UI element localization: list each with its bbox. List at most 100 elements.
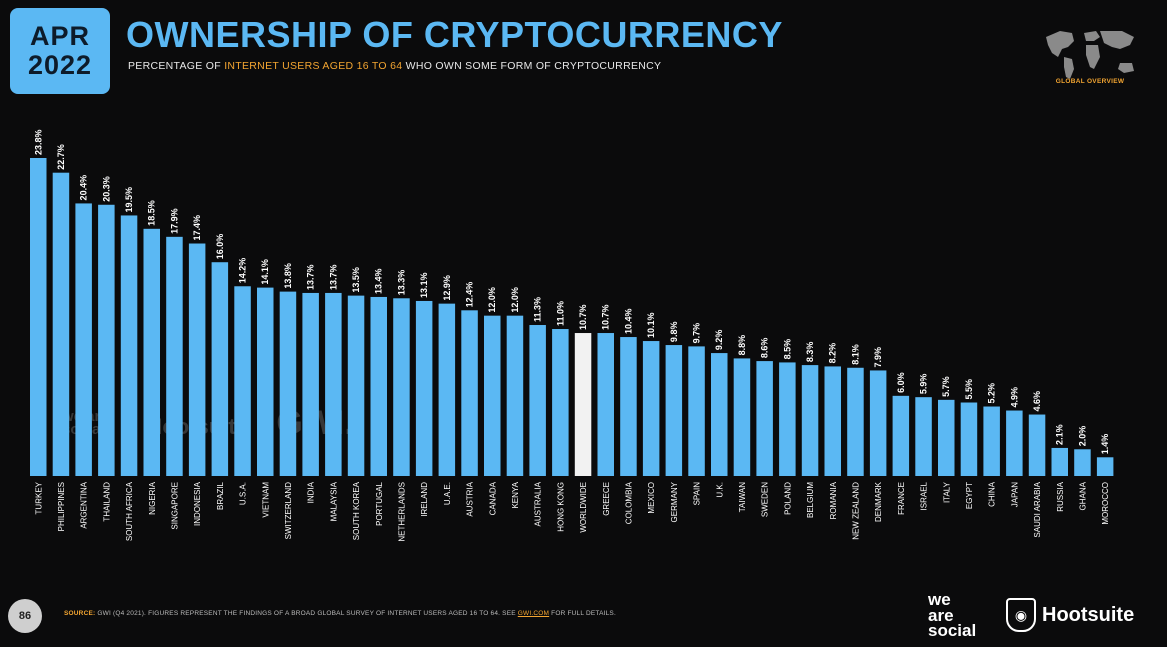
value-label: 16.0%	[215, 234, 225, 260]
bar-ghana	[1074, 449, 1091, 476]
value-label: 17.9%	[169, 208, 179, 234]
bar-brazil	[211, 262, 229, 476]
value-label: 10.1%	[646, 313, 656, 339]
category-label: MALAYSIA	[329, 481, 338, 521]
bar-south-korea	[347, 295, 365, 476]
value-label: 20.3%	[101, 176, 111, 202]
category-label: THAILAND	[102, 482, 111, 522]
value-label: 7.9%	[873, 347, 883, 368]
bar-u-a-e-	[438, 303, 456, 476]
category-label: WORLDWIDE	[579, 482, 588, 533]
bar-netherlands	[393, 298, 410, 476]
bar-mexico	[642, 341, 660, 476]
value-label: 10.4%	[623, 309, 633, 335]
bar-china	[983, 406, 1000, 476]
world-map-icon	[1046, 31, 1134, 79]
category-label: SINGAPORE	[170, 482, 179, 530]
category-label: GERMANY	[670, 481, 679, 522]
value-label: 4.6%	[1032, 391, 1042, 412]
source-label: SOURCE:	[64, 610, 96, 617]
bar-colombia	[620, 337, 637, 476]
category-label: INDIA	[307, 481, 316, 503]
value-label: 13.8%	[283, 263, 293, 289]
bar-indonesia	[188, 243, 206, 476]
category-label: MEXICO	[647, 482, 656, 514]
value-label: 12.9%	[442, 275, 452, 301]
logo-social: social	[928, 621, 977, 641]
hootsuite-logo: ◉ Hootsuite	[1006, 598, 1134, 632]
value-label: 12.0%	[510, 287, 520, 313]
value-label: 8.3%	[805, 342, 815, 363]
value-label: 2.0%	[1077, 426, 1087, 447]
bar-nigeria	[143, 228, 160, 476]
value-label: 10.7%	[601, 305, 611, 331]
bar-denmark	[869, 370, 887, 476]
category-label: TAIWAN	[738, 482, 747, 512]
source-link[interactable]: GWI.COM	[517, 610, 550, 617]
value-label: 8.5%	[782, 339, 792, 360]
hootsuite-wordmark: Hootsuite	[1042, 603, 1135, 626]
value-label: 19.5%	[124, 187, 134, 213]
category-label: FRANCE	[897, 482, 906, 515]
bar-taiwan	[733, 358, 751, 476]
value-label: 12.0%	[487, 287, 497, 313]
global-overview-label: GLOBAL OVERVIEW	[1055, 78, 1125, 85]
bar-morocco	[1096, 457, 1114, 476]
category-label: ROMANIA	[829, 481, 838, 519]
category-label: SAUDI ARABIA	[1033, 481, 1042, 537]
logo-we: we	[928, 590, 951, 609]
bar-romania	[824, 366, 841, 476]
value-label: 10.7%	[578, 305, 588, 331]
bar-singapore	[166, 236, 183, 476]
bar-sweden	[756, 361, 773, 476]
value-label: 6.0%	[896, 372, 906, 393]
value-label: 13.3%	[396, 270, 406, 296]
bar-chart: 23.8% TURKEY 22.7% PHILIPPINES 20.4% ARGENTIN…	[30, 129, 1114, 542]
page-title: OWNERSHIP OF CRYPTOCURRENCY	[126, 14, 783, 55]
value-label: 5.5%	[964, 379, 974, 400]
category-label: NEW ZEALAND	[851, 482, 860, 540]
bar-france	[892, 395, 910, 476]
bar-argentina	[75, 203, 92, 476]
category-label: JAPAN	[1010, 482, 1019, 507]
value-label: 9.2%	[714, 330, 724, 351]
value-label: 5.9%	[919, 374, 929, 395]
category-label: SOUTH AFRICA	[125, 481, 134, 541]
bar-vietnam	[257, 287, 274, 476]
bar-poland	[779, 362, 796, 476]
category-label: ITALY	[942, 481, 951, 503]
category-label: POLAND	[783, 482, 792, 515]
bar-greece	[597, 333, 614, 476]
bar-germany	[665, 345, 683, 476]
category-label: SPAIN	[693, 482, 702, 506]
bar-thailand	[98, 204, 115, 476]
category-label: NETHERLANDS	[397, 482, 406, 542]
value-label: 23.8%	[33, 129, 43, 155]
page-number: 86	[8, 599, 42, 633]
value-label: 8.8%	[737, 335, 747, 356]
value-label: 8.6%	[760, 338, 770, 359]
category-label: ARGENTINA	[80, 481, 89, 528]
category-label: AUSTRIA	[466, 481, 475, 516]
category-label: SWITZERLAND	[284, 482, 293, 540]
category-label: EGYPT	[965, 482, 974, 509]
category-label: CANADA	[488, 481, 497, 515]
value-label: 8.1%	[850, 344, 860, 365]
value-label: 5.2%	[987, 383, 997, 404]
value-label: 13.7%	[328, 264, 338, 290]
category-label: VIETNAM	[261, 482, 270, 518]
bar-japan	[1006, 410, 1023, 476]
value-label: 14.2%	[238, 258, 248, 284]
value-label: 12.4%	[465, 282, 475, 308]
bar-india	[302, 292, 319, 476]
bar-portugal	[370, 296, 387, 476]
source-text: GWI (Q4 2021). FIGURES REPRESENT THE FIN…	[97, 610, 518, 617]
bar-switzerland	[279, 291, 297, 476]
category-label: DENMARK	[874, 481, 883, 522]
value-label: 11.3%	[533, 297, 543, 322]
value-label: 11.0%	[555, 301, 565, 326]
value-label: 8.2%	[828, 343, 838, 364]
value-label: 20.4%	[79, 175, 89, 201]
value-label: 2.1%	[1055, 424, 1065, 445]
category-label: NIGERIA	[148, 481, 157, 515]
